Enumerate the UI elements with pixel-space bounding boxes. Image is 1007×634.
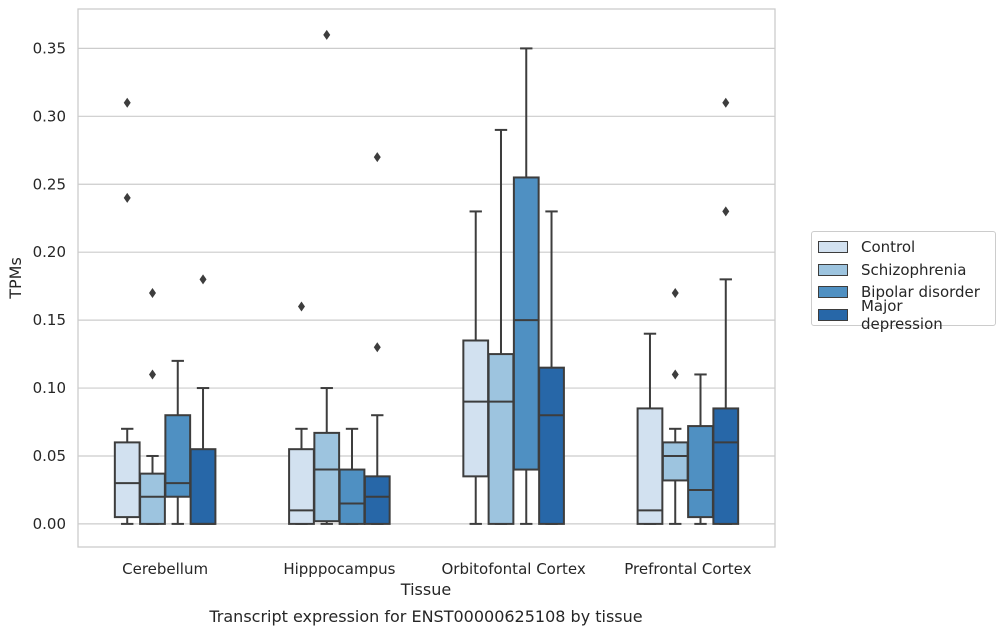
box-plot-item	[462, 210, 490, 525]
x-tick-label: Hipppocampus	[283, 560, 395, 578]
boxes	[113, 29, 740, 525]
box	[189, 448, 217, 525]
y-tick-label: 0.30	[33, 107, 66, 125]
legend-item-major-depression: Major depression	[818, 297, 989, 333]
chart-caption: Transcript expression for ENST0000062510…	[208, 607, 642, 626]
outlier-point	[123, 97, 131, 108]
box	[113, 441, 141, 519]
plot-frame	[77, 8, 776, 548]
box-plot-item	[189, 274, 217, 525]
box	[338, 468, 366, 525]
y-tick-label: 0.35	[33, 39, 66, 57]
outlier-point	[671, 369, 679, 380]
box	[487, 353, 515, 525]
box-plot-item	[288, 301, 315, 525]
box-plot-item	[538, 210, 565, 525]
box	[512, 176, 540, 471]
box-plot-item	[687, 373, 714, 525]
outlier-point	[148, 369, 156, 380]
legend-label-schizophrenia: Schizophrenia	[861, 260, 967, 279]
box	[538, 366, 565, 525]
box	[636, 407, 664, 525]
box	[313, 431, 341, 523]
box-plot-item	[164, 359, 192, 525]
outlier-point	[671, 287, 679, 298]
box	[164, 414, 192, 498]
box	[687, 425, 714, 519]
box-plot-item	[487, 128, 515, 525]
legend-swatch-control	[818, 241, 848, 254]
box	[363, 475, 391, 525]
legend-label-control: Control	[861, 238, 916, 257]
box-plot-item	[313, 29, 341, 525]
outlier-point	[722, 206, 730, 217]
box	[288, 448, 315, 525]
legend: Control Schizophrenia Bipolar disorder M…	[811, 231, 996, 333]
box-plot-item	[363, 152, 391, 525]
x-tick-label: Orbitofontal Cortex	[442, 560, 586, 578]
y-tick-label: 0.20	[33, 243, 66, 261]
x-tick-label: Prefrontal Cortex	[624, 560, 751, 578]
outlier-point	[373, 152, 381, 163]
outlier-point	[323, 29, 331, 40]
y-tick-label: 0.25	[33, 175, 66, 193]
box	[462, 339, 490, 478]
y-tick-label: 0.10	[33, 379, 66, 397]
legend-swatch-schizophrenia	[818, 263, 848, 276]
outlier-point	[148, 287, 156, 298]
outlier-point	[123, 192, 131, 203]
outlier-point	[722, 97, 730, 108]
legend-swatch-bipolar-disorder	[818, 286, 848, 299]
y-axis-label: TPMs	[6, 257, 25, 300]
y-tick-label: 0.00	[33, 515, 66, 533]
y-tick-label: 0.05	[33, 447, 66, 465]
box-plot-item	[636, 332, 664, 525]
y-tick-label: 0.15	[33, 311, 66, 329]
box-plot-item	[712, 97, 740, 525]
legend-label-bipolar-disorder: Bipolar disorder	[861, 283, 980, 302]
outlier-point	[199, 274, 207, 285]
legend-item-control: Control	[818, 236, 989, 259]
box-plot-item	[139, 287, 166, 525]
outlier-point	[297, 301, 305, 312]
box	[139, 472, 166, 525]
outlier-point	[373, 342, 381, 353]
box-plot-item	[661, 287, 689, 525]
x-tick-labels: Cerebellum Hipppocampus Orbitofontal Corte…	[122, 560, 751, 578]
x-tick-label: Cerebellum	[122, 560, 208, 578]
box	[712, 407, 740, 525]
legend-item-bipolar-disorder: Bipolar disorder	[818, 281, 989, 304]
box-plot-item	[512, 47, 540, 525]
x-axis-label: Tissue	[400, 580, 451, 599]
legend-swatch-major-depression	[818, 308, 848, 321]
legend-item-schizophrenia: Schizophrenia	[818, 259, 989, 282]
y-tick-labels: 0.00 0.05 0.10 0.15 0.20 0.25 0.30 0.35	[33, 39, 66, 533]
box	[661, 441, 689, 482]
box-plot-item	[338, 427, 366, 525]
box-plot-item	[113, 97, 141, 525]
legend-label-major-depression: Major depression	[860, 296, 943, 333]
